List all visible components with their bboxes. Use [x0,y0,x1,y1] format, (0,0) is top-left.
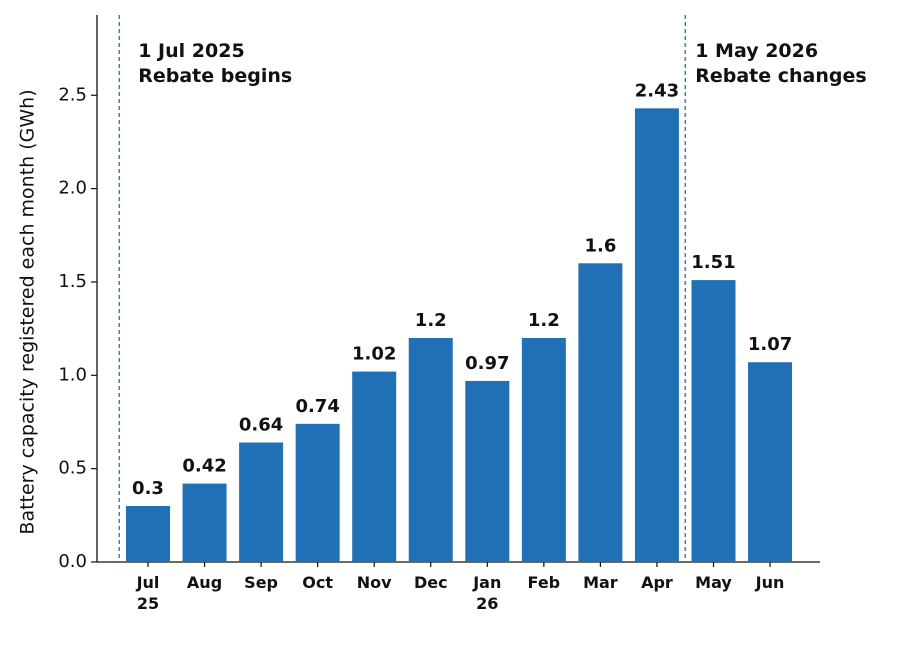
value-label: 1.6 [584,235,616,256]
bar [634,108,679,562]
x-tick-label: Apr [641,573,673,592]
annotation: Rebate changes [695,65,866,87]
bar [691,280,736,562]
value-label: 1.2 [415,310,447,331]
annotation: Rebate begins [138,65,292,87]
bar [126,505,170,562]
x-tick-label: Sep [244,573,278,592]
x-tick-label: Dec [413,573,448,592]
y-tick-label: 0.5 [58,458,87,479]
bar [748,362,793,562]
bar [295,423,340,562]
x-tick-label: Feb [527,573,561,592]
x-tick-label: Mar [583,573,618,592]
annotation: 1 Jul 2025 [138,40,244,62]
y-axis-label: Battery capacity registered each month (… [17,89,39,534]
y-tick-label: 2.0 [58,178,87,199]
value-label: 0.97 [465,353,509,374]
bar [408,337,453,562]
x-tick-label: Oct [302,573,333,592]
value-label: 1.07 [748,334,792,355]
y-tick-label: 1.0 [58,364,87,385]
x-tick-label: Jun [755,573,785,592]
bar [352,371,397,562]
bar [521,337,566,562]
annotation: 1 May 2026 [695,40,818,62]
value-label: 0.74 [295,396,339,417]
bar [239,442,284,562]
bar [578,263,623,562]
value-label: 2.43 [635,80,679,101]
y-tick-label: 2.5 [58,84,87,105]
value-label: 0.3 [132,478,164,499]
value-label: 1.51 [691,252,735,273]
value-label: 1.02 [352,344,396,365]
x-tick-label: Jul 25 [136,573,160,613]
y-tick-label: 0.0 [58,551,87,572]
value-label: 0.64 [239,415,283,436]
x-tick-label: Jan 26 [473,573,502,613]
y-tick-label: 1.5 [58,271,87,292]
x-tick-label: Nov [356,573,392,592]
bar [465,380,510,562]
bar [182,483,227,562]
value-label: 0.42 [182,456,226,477]
value-label: 1.2 [528,310,560,331]
x-tick-label: Aug [186,573,223,592]
x-tick-label: May [695,573,732,592]
